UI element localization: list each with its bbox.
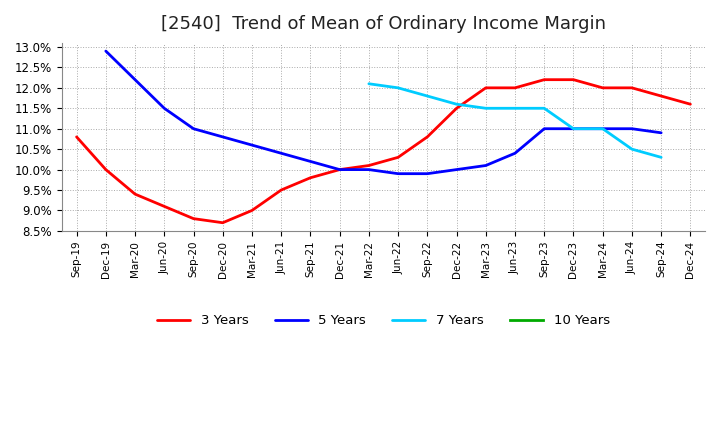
Legend: 3 Years, 5 Years, 7 Years, 10 Years: 3 Years, 5 Years, 7 Years, 10 Years — [152, 309, 615, 333]
Title: [2540]  Trend of Mean of Ordinary Income Margin: [2540] Trend of Mean of Ordinary Income … — [161, 15, 606, 33]
